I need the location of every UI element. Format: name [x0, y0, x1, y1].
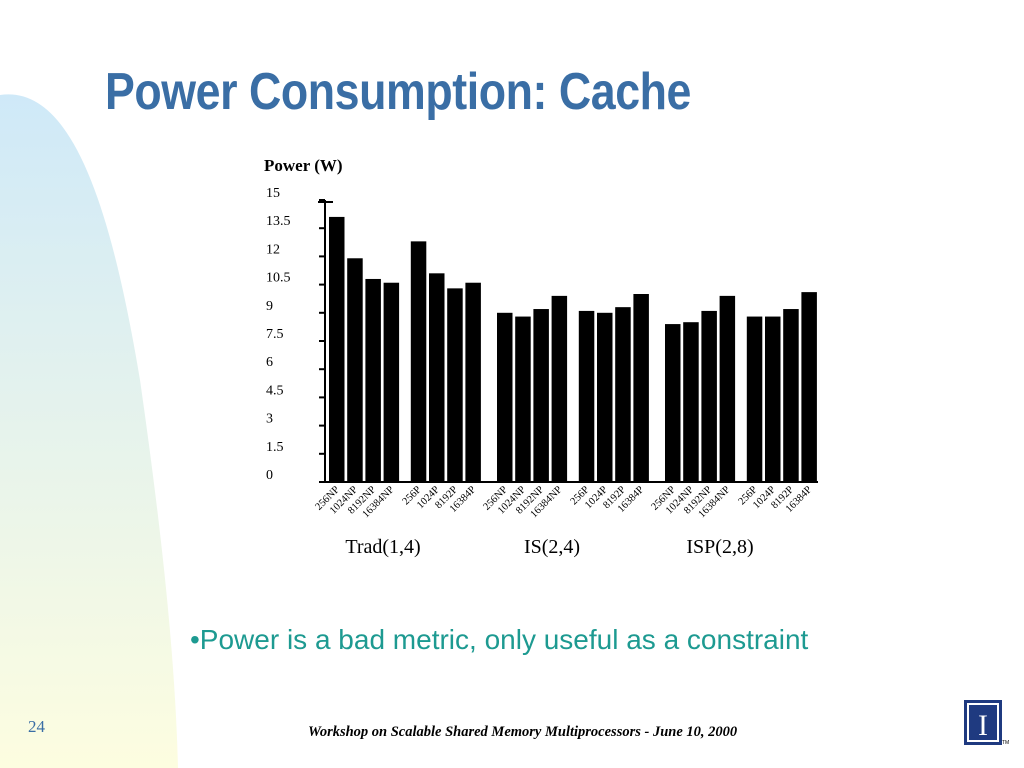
bar — [746, 316, 763, 482]
bar — [765, 316, 781, 482]
bullet-point: •Power is a bad metric, only useful as a… — [190, 624, 809, 655]
chart-title: Power (W) — [264, 156, 343, 175]
y-tick-label: 9 — [266, 299, 273, 314]
y-tick-label: 1.5 — [266, 440, 284, 455]
trademark-mark: TM — [1002, 740, 1010, 746]
bar — [683, 322, 699, 482]
bar — [533, 309, 549, 482]
y-tick-label: 10.5 — [266, 271, 291, 286]
y-tick-label: 12 — [266, 242, 280, 257]
y-tick-label: 7.5 — [266, 327, 284, 342]
y-tick-label: 0 — [266, 468, 273, 483]
bar — [447, 288, 463, 482]
bar — [701, 310, 717, 482]
bar — [665, 324, 681, 482]
bar — [347, 258, 363, 482]
group-label: Trad(1,4) — [345, 536, 420, 558]
bar — [615, 307, 631, 482]
y-tick-label: 4.5 — [266, 383, 284, 398]
y-tick-label: 3 — [266, 412, 273, 427]
slide-number: 24 — [28, 717, 45, 736]
bar — [597, 312, 613, 482]
bar — [551, 295, 568, 482]
bar — [497, 312, 513, 482]
y-tick-label: 6 — [266, 355, 273, 370]
bar — [515, 316, 531, 482]
bar — [465, 282, 481, 482]
y-tick-label: 15 — [266, 186, 280, 201]
slide-title: Power Consumption: Cache — [105, 63, 692, 121]
y-tick-label: 13.5 — [266, 214, 291, 229]
footer-text: Workshop on Scalable Shared Memory Multi… — [308, 724, 738, 740]
bar — [719, 295, 736, 482]
bar — [365, 278, 381, 482]
group-label: IS(2,4) — [524, 536, 580, 558]
bar — [801, 292, 817, 482]
bar — [783, 309, 799, 482]
bar — [633, 294, 649, 482]
bar — [383, 282, 400, 482]
bar — [578, 310, 595, 482]
logo-letter: I — [978, 709, 988, 742]
group-label: ISP(2,8) — [686, 536, 753, 558]
bar — [329, 216, 345, 483]
university-logo: I — [964, 700, 1002, 745]
bar — [410, 241, 427, 482]
bar — [429, 273, 445, 482]
